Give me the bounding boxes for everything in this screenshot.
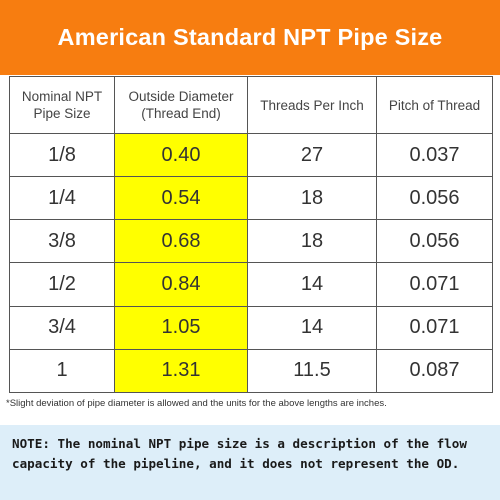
cell-outside-diameter: 0.40 — [114, 132, 248, 178]
table-row: 1/8 0.40 27 0.037 — [9, 132, 493, 178]
table-row: 1/2 0.84 14 0.071 — [9, 262, 493, 307]
cell-nominal-size: 1/4 — [9, 176, 115, 221]
header-bar: American Standard NPT Pipe Size — [0, 0, 500, 75]
npt-size-table: Nominal NPT Pipe Size Outside Diameter (… — [9, 76, 493, 394]
table-row: 1/4 0.54 18 0.056 — [9, 176, 493, 221]
cell-outside-diameter: 0.68 — [114, 219, 248, 264]
cell-outside-diameter: 0.84 — [114, 262, 248, 307]
table-row: 3/8 0.68 18 0.056 — [9, 219, 493, 264]
column-header-line: Pitch of Thread — [388, 97, 481, 113]
page-title: American Standard NPT Pipe Size — [57, 24, 443, 50]
note-box: NOTE: The nominal NPT pipe size is a des… — [0, 425, 500, 500]
column-header-outside-diameter: Outside Diameter (Thread End) — [114, 76, 248, 134]
cell-threads-per-inch: 11.5 — [247, 348, 377, 394]
cell-nominal-size: 3/8 — [9, 219, 115, 264]
cell-nominal-size: 1/2 — [9, 262, 115, 307]
cell-nominal-size: 1 — [9, 348, 115, 394]
cell-pitch: 0.056 — [376, 219, 493, 264]
column-header-line: Outside Diameter — [128, 89, 234, 104]
column-header-threads-per-inch: Threads Per Inch — [247, 76, 377, 134]
cell-pitch: 0.071 — [376, 262, 493, 307]
cell-pitch: 0.071 — [376, 305, 493, 350]
table-row: 3/4 1.05 14 0.071 — [9, 305, 493, 350]
footnote: *Slight deviation of pipe diameter is al… — [6, 398, 387, 409]
cell-threads-per-inch: 18 — [247, 219, 377, 264]
column-header-line: Nominal NPT — [21, 89, 103, 104]
cell-threads-per-inch: 18 — [247, 176, 377, 221]
table-header-row: Nominal NPT Pipe Size Outside Diameter (… — [9, 76, 493, 134]
cell-outside-diameter: 1.05 — [114, 305, 248, 350]
column-header-line: Pipe Size — [33, 106, 91, 121]
cell-outside-diameter: 0.54 — [114, 176, 248, 221]
cell-threads-per-inch: 14 — [247, 305, 377, 350]
table-row: 1 1.31 11.5 0.087 — [9, 348, 493, 394]
cell-threads-per-inch: 27 — [247, 132, 377, 178]
column-header-line: (Thread End) — [141, 106, 221, 121]
column-header-pitch: Pitch of Thread — [376, 76, 493, 134]
column-header-nominal-size: Nominal NPT Pipe Size — [9, 76, 115, 134]
cell-pitch: 0.087 — [376, 348, 493, 394]
cell-nominal-size: 3/4 — [9, 305, 115, 350]
note-text: NOTE: The nominal NPT pipe size is a des… — [12, 436, 467, 471]
column-header-line: Threads Per Inch — [260, 97, 364, 113]
cell-pitch: 0.056 — [376, 176, 493, 221]
cell-threads-per-inch: 14 — [247, 262, 377, 307]
cell-nominal-size: 1/8 — [9, 132, 115, 178]
cell-outside-diameter: 1.31 — [114, 348, 248, 394]
cell-pitch: 0.037 — [376, 132, 493, 178]
